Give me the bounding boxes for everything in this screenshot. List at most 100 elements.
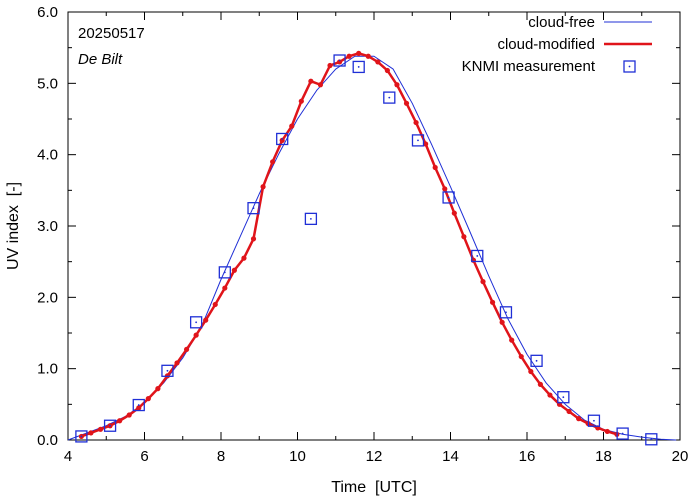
location-annotation: De Bilt <box>78 51 123 68</box>
cloud-modified-point <box>289 123 295 129</box>
knmi-measurement-center <box>357 66 360 68</box>
knmi-measurement-point <box>587 414 601 427</box>
knmi-measurement-center <box>195 321 198 324</box>
cloud-modified-point <box>356 50 362 56</box>
cloud-modified-point <box>136 405 142 411</box>
knmi-measurement-center <box>476 255 479 257</box>
knmi-measurement-point <box>352 60 365 74</box>
legend-label-knmi-measurement: KNMI measurement <box>462 58 596 75</box>
cloud-modified-point <box>88 430 94 436</box>
cloud-modified-point <box>480 279 486 285</box>
knmi-measurement-center <box>338 59 341 62</box>
knmi-measurement-point <box>132 398 145 412</box>
cloud-modified-point <box>126 412 132 418</box>
knmi-measurement-center <box>417 139 419 142</box>
knmi-measurement-center <box>535 359 538 362</box>
cloud-modified-point <box>537 381 543 387</box>
y-axis-title: UV index [-] <box>5 182 22 270</box>
y-tick-label: 2.0 <box>37 289 58 306</box>
y-tick-label: 0.0 <box>37 432 58 449</box>
cloud-modified-point <box>423 141 429 147</box>
knmi-measurement-point <box>276 132 289 146</box>
cloud-modified-point <box>203 317 209 323</box>
cloud-modified-point <box>222 285 228 291</box>
y-tick-label: 5.0 <box>37 75 58 92</box>
knmi-measurement-center <box>388 96 391 99</box>
series-line-cloud-modified <box>80 52 618 438</box>
knmi-measurement-center <box>621 432 624 435</box>
cloud-modified-point <box>231 267 237 273</box>
cloud-modified-point <box>461 234 467 240</box>
knmi-measurement-point <box>499 306 513 319</box>
knmi-measurement-center <box>252 207 255 210</box>
series-line-cloud-free <box>67 55 677 441</box>
x-tick-label: 8 <box>217 448 225 465</box>
knmi-measurement-point <box>471 249 484 263</box>
cloud-modified-point <box>576 416 582 422</box>
legend-swatch-knmi-measurement <box>623 60 636 73</box>
knmi-measurement-point <box>616 427 629 440</box>
cloud-modified-point <box>183 346 190 353</box>
legend-label-cloud-free: cloud-free <box>528 14 595 31</box>
knmi-measurement-center <box>309 217 312 220</box>
cloud-modified-point <box>336 59 343 65</box>
knmi-measurement-point <box>247 202 260 215</box>
legend-label-cloud-modified: cloud-modified <box>497 36 595 53</box>
y-tick-label: 4.0 <box>37 147 58 164</box>
x-tick-label: 6 <box>140 448 148 465</box>
knmi-measurement-point <box>161 364 174 377</box>
cloud-modified-point <box>489 299 496 305</box>
cloud-modified-point <box>518 353 524 360</box>
knmi-measurement-center <box>166 369 169 372</box>
cloud-modified-point <box>509 337 515 343</box>
cloud-modified-point <box>413 119 419 126</box>
cloud-modified-point <box>394 82 400 88</box>
knmi-measurement-point <box>645 433 658 446</box>
cloud-modified-point <box>604 428 610 435</box>
knmi-measurement-point <box>442 191 455 204</box>
cloud-modified-point <box>365 53 371 59</box>
knmi-measurement-center <box>650 438 653 441</box>
knmi-measurement-point <box>333 54 346 67</box>
knmi-measurement-point <box>304 212 318 226</box>
cloud-modified-point <box>241 255 247 261</box>
knmi-measurement-center <box>223 271 226 274</box>
cloud-modified-point <box>279 137 285 143</box>
x-tick-label: 14 <box>442 448 459 465</box>
knmi-measurement-center <box>109 424 111 427</box>
cloud-modified-point <box>174 360 180 366</box>
x-tick-label: 16 <box>519 448 536 465</box>
x-axis-title: Time [UTC] <box>331 479 417 496</box>
cloud-modified-point <box>375 59 381 65</box>
cloud-modified-point <box>145 396 151 402</box>
axis-ticks <box>67 11 681 441</box>
cloud-modified-point <box>327 62 333 69</box>
cloud-modified-point <box>117 418 123 424</box>
cloud-modified-point <box>193 332 199 338</box>
x-tick-label: 10 <box>289 448 306 465</box>
date-annotation: 20250517 <box>78 25 145 42</box>
cloud-modified-point <box>432 164 438 171</box>
knmi-measurement-point <box>103 419 117 432</box>
knmi-measurement-center <box>137 404 140 406</box>
axis-tick-labels: 4 6 8 10 12 14 16 18 20 0.0 1.0 2.0 3.0 4.0 5.0 6.0 <box>37 4 688 465</box>
cloud-modified-point <box>442 186 448 192</box>
cloud-modified-point <box>346 53 352 59</box>
knmi-measurement-point <box>75 430 88 443</box>
cloud-modified-point <box>308 78 314 84</box>
cloud-modified-point <box>403 100 410 106</box>
cloud-modified-point <box>547 392 553 398</box>
plot-frame <box>67 11 681 441</box>
y-tick-label: 3.0 <box>37 218 58 235</box>
cloud-modified-point <box>566 408 572 415</box>
knmi-measurement-center <box>562 396 565 399</box>
cloud-modified-point <box>384 67 390 74</box>
cloud-modified-point <box>451 210 457 216</box>
knmi-measurement-center <box>593 419 595 422</box>
knmi-measurement-center <box>505 311 507 314</box>
x-tick-label: 12 <box>366 448 383 465</box>
cloud-modified-point <box>212 301 218 308</box>
legend-swatch-knmi-measurement-dot <box>628 65 631 68</box>
cloud-modified-point <box>528 368 534 375</box>
